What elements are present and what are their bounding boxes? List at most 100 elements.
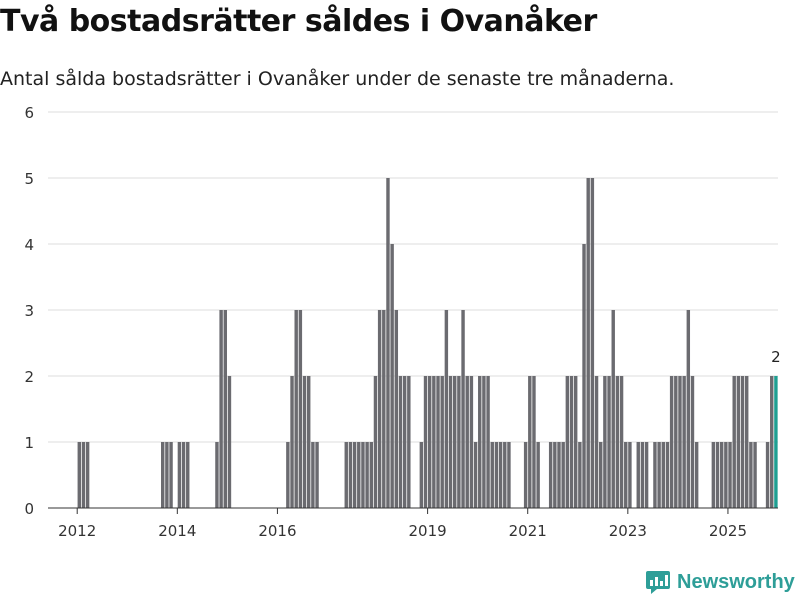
bar	[636, 442, 640, 508]
bar	[436, 376, 440, 508]
bar	[478, 376, 482, 508]
bar	[219, 310, 223, 508]
bar	[390, 244, 394, 508]
bar	[398, 376, 403, 508]
bar	[444, 310, 449, 508]
bar	[749, 442, 753, 508]
bar	[457, 376, 461, 508]
bar	[611, 310, 615, 508]
bar	[523, 442, 528, 508]
bar	[494, 442, 499, 508]
bar	[469, 376, 474, 508]
bar	[557, 442, 561, 508]
bar	[619, 376, 624, 508]
bar	[348, 442, 353, 508]
y-tick-label: 2	[24, 368, 34, 386]
bar	[745, 376, 749, 508]
chart-subtitle: Antal sålda bostadsrätter i Ovanåker und…	[0, 68, 675, 90]
x-tick-label: 2019	[409, 522, 447, 540]
bar	[186, 442, 190, 508]
bar	[465, 376, 469, 508]
bar	[536, 442, 540, 508]
bar	[711, 442, 716, 508]
bar	[657, 442, 661, 508]
bar	[753, 442, 757, 508]
bar	[315, 442, 319, 508]
bar	[352, 442, 357, 508]
bar	[361, 442, 365, 508]
bar	[440, 376, 444, 508]
bar	[573, 376, 578, 508]
bar	[419, 442, 424, 508]
x-tick-label: 2021	[509, 522, 547, 540]
x-tick-label: 2014	[158, 522, 196, 540]
bar	[311, 442, 315, 508]
y-tick-label: 0	[24, 500, 34, 518]
bar	[640, 442, 645, 508]
bar	[177, 442, 182, 508]
bar	[81, 442, 86, 508]
bar	[653, 442, 657, 508]
bar	[603, 376, 607, 508]
bar	[85, 442, 90, 508]
bar	[486, 376, 490, 508]
bar	[740, 376, 745, 508]
bar	[765, 442, 770, 508]
bar	[715, 442, 720, 508]
x-tick-label: 2012	[58, 522, 96, 540]
bar	[690, 376, 695, 508]
bar	[615, 376, 620, 508]
bar	[490, 442, 494, 508]
bar	[165, 442, 169, 508]
bar	[665, 442, 670, 508]
bar	[169, 442, 173, 508]
bar	[357, 442, 361, 508]
bar	[223, 310, 227, 508]
bar	[770, 376, 774, 508]
bar	[678, 376, 682, 508]
bar	[161, 442, 165, 508]
bar	[181, 442, 186, 508]
bar	[473, 442, 478, 508]
x-tick-label: 2016	[258, 522, 296, 540]
bar	[694, 442, 699, 508]
bar	[682, 376, 686, 508]
bar	[528, 376, 532, 508]
newsworthy-logo: Newsworthy	[645, 569, 795, 595]
bar	[728, 442, 732, 508]
bar	[432, 376, 436, 508]
bar	[482, 376, 486, 508]
bar	[302, 376, 307, 508]
bar	[586, 178, 590, 508]
bar	[599, 442, 603, 508]
bar	[365, 442, 369, 508]
bar	[402, 376, 407, 508]
bar	[607, 376, 611, 508]
bar	[373, 376, 378, 508]
bar	[578, 442, 582, 508]
bar	[628, 442, 632, 508]
bar	[582, 244, 586, 508]
bar	[503, 442, 507, 508]
bar	[369, 442, 373, 508]
bar	[294, 310, 298, 508]
bar	[215, 442, 219, 508]
bar	[423, 376, 428, 508]
bar	[774, 376, 778, 508]
bar	[736, 376, 741, 508]
bar	[344, 442, 348, 508]
bar	[394, 310, 399, 508]
y-tick-label: 6	[24, 104, 34, 122]
y-tick-label: 4	[24, 236, 34, 254]
bar	[507, 442, 511, 508]
bar	[307, 376, 311, 508]
bar	[448, 376, 453, 508]
bar	[548, 442, 553, 508]
bar	[532, 376, 536, 508]
bar	[561, 442, 565, 508]
bar	[661, 442, 665, 508]
bar	[386, 178, 390, 508]
x-tick-label: 2023	[609, 522, 647, 540]
y-tick-label: 5	[24, 170, 34, 188]
